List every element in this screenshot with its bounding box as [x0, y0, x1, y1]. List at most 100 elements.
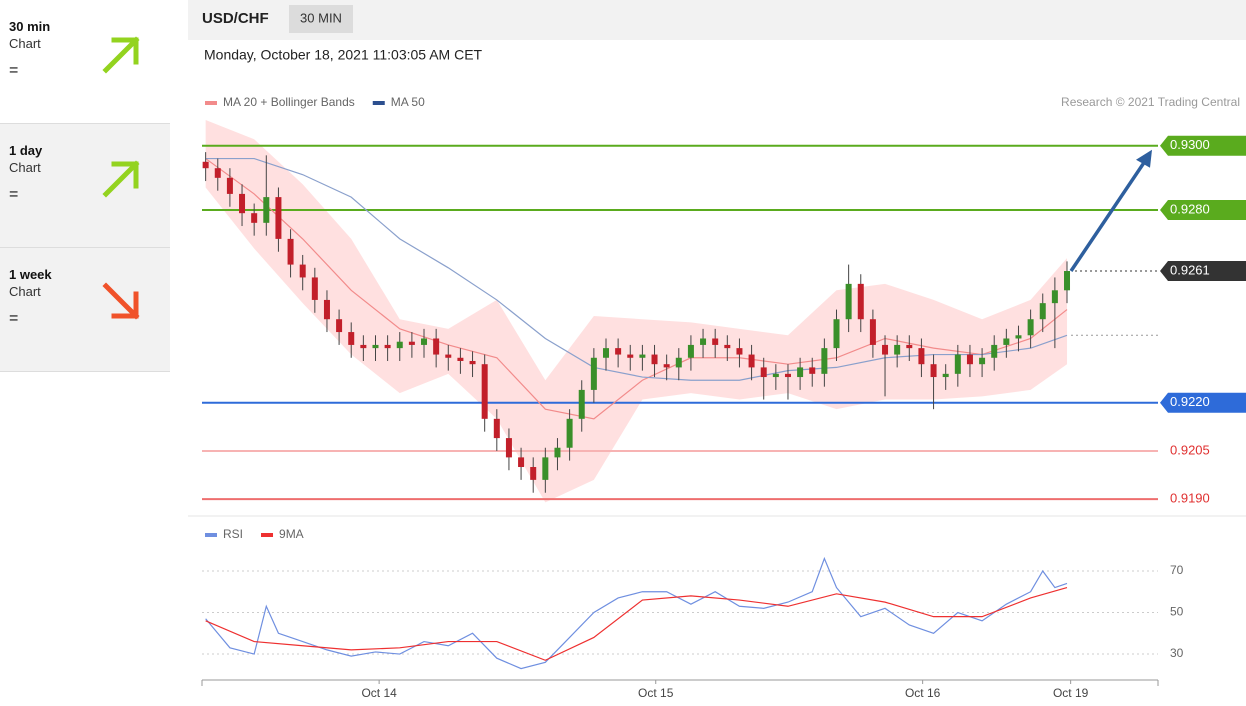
candle-body — [530, 467, 537, 480]
label: Chart — [9, 36, 41, 51]
timeframe-item[interactable]: 1 day Chart = — [0, 124, 170, 248]
moving-average — [205, 158, 1068, 420]
legend-swatch — [261, 533, 274, 537]
level-badge — [1160, 135, 1246, 156]
candle-body — [1064, 271, 1071, 291]
timeframe-item[interactable]: 30 min Chart = — [0, 0, 170, 124]
candle-body — [372, 344, 379, 349]
candle-body — [1015, 335, 1022, 339]
candle-body — [214, 168, 221, 178]
target-arrowhead — [1136, 149, 1152, 168]
level-label: 0.9190 — [1170, 491, 1210, 506]
candle-body — [869, 319, 876, 345]
candle-body — [263, 197, 270, 223]
candle-body — [894, 344, 901, 355]
legend-label: 9MA — [279, 527, 304, 541]
level-label: 0.9280 — [1170, 201, 1210, 216]
date: Monday, October 18, 2021 11:03:05 AM CET — [204, 47, 483, 63]
candle-body — [590, 357, 597, 390]
candle-body — [469, 360, 476, 365]
candle-body — [1003, 338, 1010, 345]
label: Chart — [9, 284, 41, 299]
level-badge — [1160, 261, 1246, 282]
credit: Research © 2021 Trading Central — [1061, 95, 1240, 109]
candle-body — [687, 344, 694, 358]
level-badge — [1160, 392, 1246, 413]
candle-body — [287, 238, 294, 265]
legend-label: RSI — [223, 527, 243, 541]
candle-body — [396, 341, 403, 349]
candle-body — [942, 373, 949, 378]
candle-body — [797, 367, 804, 378]
candle-body — [433, 338, 440, 355]
candle-body — [966, 354, 973, 365]
x-tick-label: Oct 14 — [361, 686, 397, 700]
x-tick-label: Oct 19 — [1053, 686, 1089, 700]
candle-body — [821, 348, 828, 374]
candle-body — [651, 354, 658, 365]
timeframe: 1 week — [9, 267, 52, 282]
level-label: 0.9261 — [1170, 262, 1210, 277]
candle-body — [226, 177, 233, 194]
candle-body — [736, 348, 743, 355]
candle-body — [882, 344, 889, 355]
candle-body — [857, 283, 864, 320]
legend-label: MA 20 + Bollinger Bands — [223, 95, 355, 109]
level-badge — [1160, 199, 1246, 220]
timeframe-item[interactable]: 1 week Chart = — [0, 248, 170, 372]
moving-average — [205, 157, 1068, 381]
candle-body — [784, 373, 791, 378]
candle-body — [445, 354, 452, 358]
interval[interactable]: 30 MIN — [300, 10, 342, 25]
x-tick-label: Oct 16 — [905, 686, 941, 700]
candle-body — [578, 389, 585, 419]
candle-body — [251, 213, 258, 223]
candle-body — [627, 354, 634, 358]
candle-body — [481, 364, 488, 419]
candle-body — [1027, 319, 1034, 336]
arrow-shape — [102, 160, 140, 198]
target-arrow — [1069, 158, 1148, 272]
rsi-line — [205, 587, 1068, 661]
candle-body — [700, 338, 707, 345]
candle-body — [542, 457, 549, 480]
candle-body — [991, 344, 998, 358]
legend-label: MA 50 — [391, 95, 425, 109]
candle-body — [384, 344, 391, 349]
candle-body — [1039, 303, 1046, 320]
status: = — [9, 310, 19, 327]
candle-body — [845, 283, 852, 320]
legend-swatch — [372, 101, 385, 105]
candle-body — [918, 348, 925, 365]
candle-body — [809, 367, 816, 374]
candle-body — [724, 344, 731, 349]
candle-body — [615, 348, 622, 355]
candle-body — [979, 357, 986, 365]
candle-body — [360, 344, 367, 349]
candle-body — [299, 264, 306, 278]
level-label: 0.9300 — [1170, 137, 1210, 152]
candle-body — [772, 373, 779, 378]
interval-tag[interactable] — [289, 5, 353, 33]
level-label: 0.9205 — [1170, 442, 1210, 457]
sidebar: 30 min Chart = 1 day Chart = 1 week Chart = — [0, 0, 170, 372]
candle-body — [493, 418, 500, 439]
candle-body — [748, 354, 755, 368]
timeframe: 30 min — [9, 19, 51, 34]
legend-swatch — [205, 533, 217, 537]
candle-body — [202, 161, 209, 169]
pair: USD/CHF — [202, 10, 269, 27]
y-tick-label: 30 — [1170, 646, 1184, 660]
status: = — [9, 186, 19, 203]
candle-body — [421, 338, 428, 345]
bollinger-band — [205, 120, 1068, 503]
arrow-shape — [102, 282, 140, 320]
label: Chart — [9, 160, 41, 175]
candle-body — [906, 344, 913, 349]
candle-body — [554, 447, 561, 458]
candle-body — [239, 193, 246, 214]
candle-body — [930, 364, 937, 378]
legend-swatch — [205, 101, 217, 105]
x-tick-label: Oct 15 — [638, 686, 674, 700]
